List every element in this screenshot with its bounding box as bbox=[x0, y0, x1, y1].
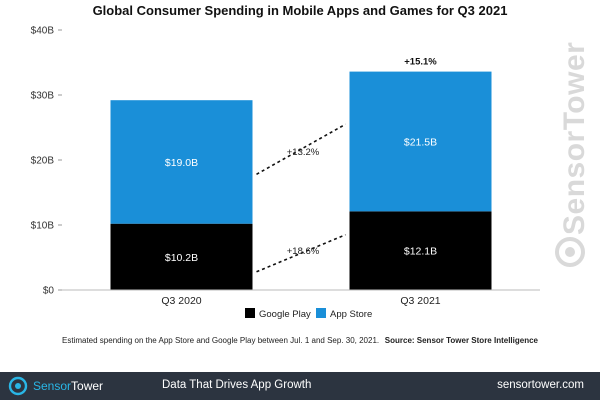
growth-label-app-store: +13.2% bbox=[287, 147, 320, 158]
x-category-label: Q3 2021 bbox=[400, 295, 440, 307]
sensortower-logo-icon bbox=[8, 376, 28, 396]
y-tick-label: $40B bbox=[31, 26, 55, 37]
footer-url[interactable]: sensortower.com bbox=[497, 379, 584, 391]
bar-value-label: $12.1B bbox=[404, 246, 437, 258]
legend: Google Play App Store bbox=[245, 308, 372, 320]
bar-segment-app-store bbox=[349, 71, 492, 212]
y-tick-label: $0 bbox=[43, 286, 55, 297]
legend-swatch-app-store bbox=[316, 308, 326, 318]
footer-bar: SensorTower Data That Drives App Growth … bbox=[0, 372, 600, 400]
growth-annotations: +18.6% +13.2% +15.1% bbox=[256, 57, 437, 273]
y-tick-label: $30B bbox=[31, 91, 55, 102]
stacked-bar-chart: Global Consumer Spending in Mobile Apps … bbox=[31, 3, 591, 345]
legend-label-app-store: App Store bbox=[330, 309, 372, 320]
chart-title: Global Consumer Spending in Mobile Apps … bbox=[93, 3, 508, 18]
growth-label-total: +15.1% bbox=[404, 57, 437, 68]
source-text: Source: Sensor Tower Store Intelligence bbox=[385, 336, 539, 345]
bar-value-label: $21.5B bbox=[404, 136, 437, 148]
y-tick-label: $10B bbox=[31, 221, 55, 232]
growth-line-app-store bbox=[256, 123, 346, 175]
footer-brand: SensorTower bbox=[33, 379, 103, 393]
bar-segment-google-play bbox=[110, 223, 253, 290]
bar-value-label: $10.2B bbox=[165, 252, 198, 264]
footer-tagline: Data That Drives App Growth bbox=[162, 379, 312, 391]
legend-label-google-play: Google Play bbox=[259, 309, 311, 320]
growth-line-google-play bbox=[256, 234, 346, 273]
y-tick-label: $20B bbox=[31, 156, 55, 167]
y-axis: $0 $10B $20B $30B $40B bbox=[31, 26, 62, 297]
growth-label-google-play: +18.6% bbox=[287, 246, 320, 257]
bar-segment-google-play bbox=[349, 211, 492, 290]
bars-group: $10.2B $19.0B Q3 2020 $12.1B $21.5B Q3 2021 bbox=[110, 71, 492, 307]
bar-segment-app-store bbox=[110, 100, 253, 224]
footnote-text: Estimated spending on the App Store and … bbox=[62, 336, 379, 345]
watermark-logo-icon bbox=[555, 237, 585, 267]
brand-sensor: Sensor bbox=[33, 379, 72, 393]
legend-swatch-google-play bbox=[245, 308, 255, 318]
x-category-label: Q3 2020 bbox=[161, 295, 201, 307]
brand-tower: Tower bbox=[71, 379, 104, 393]
watermark-text: SensorTower bbox=[558, 42, 591, 235]
bar-value-label: $19.0B bbox=[165, 157, 198, 169]
